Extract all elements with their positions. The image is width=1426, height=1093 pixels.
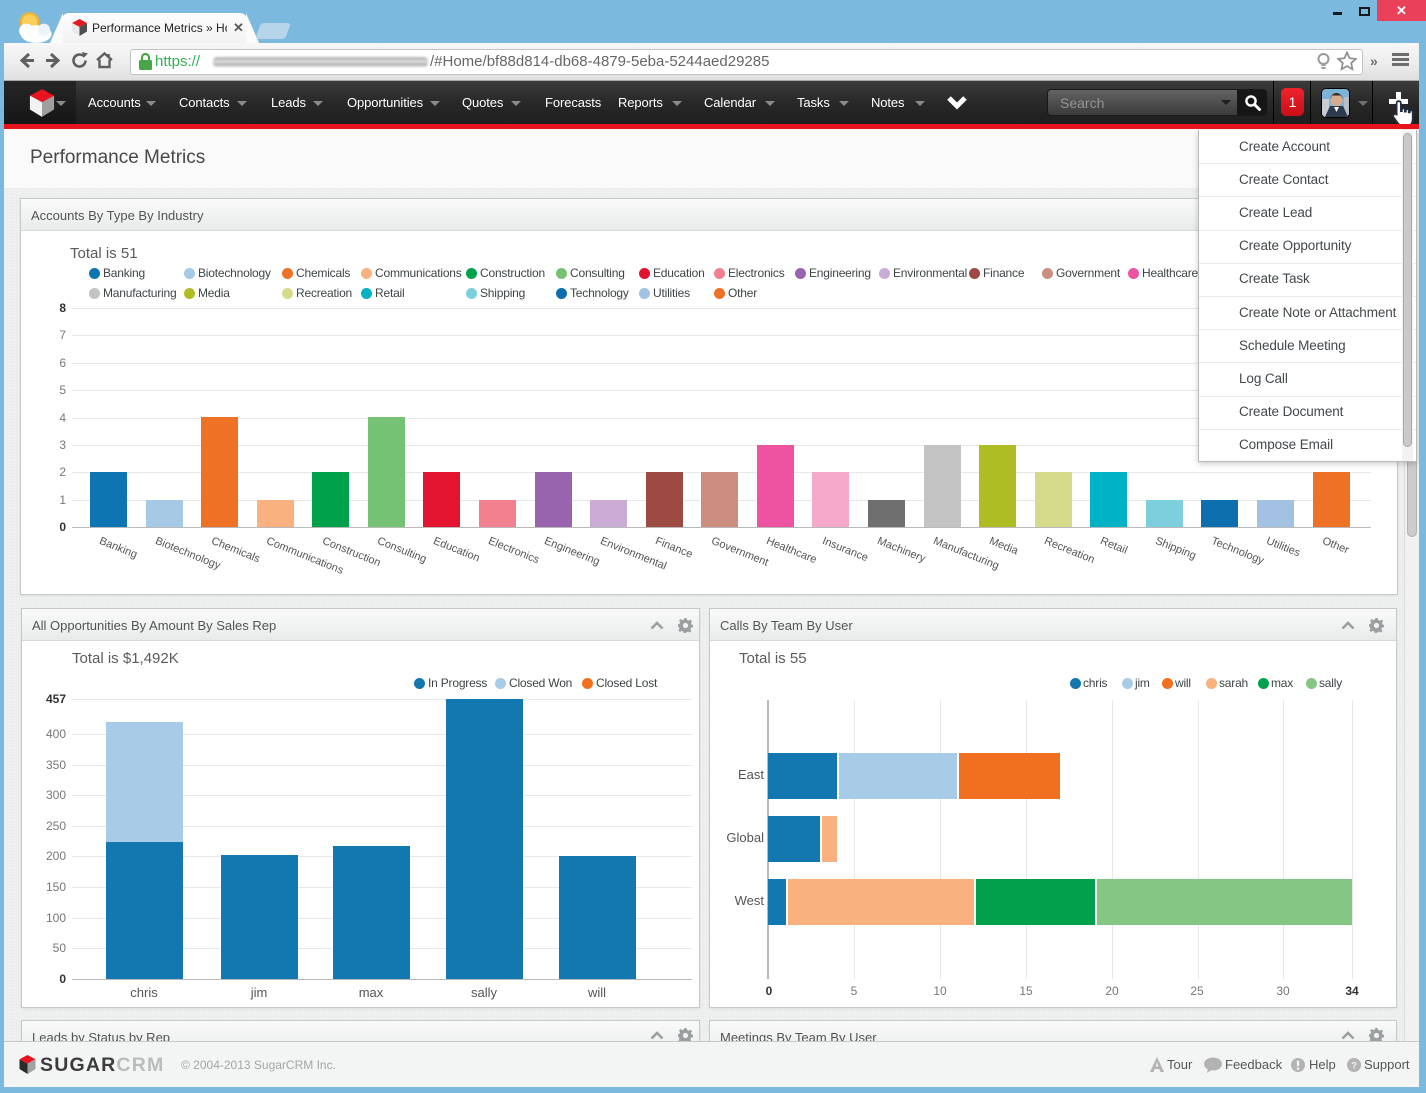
svg-text:?: ?: [1351, 1061, 1357, 1072]
